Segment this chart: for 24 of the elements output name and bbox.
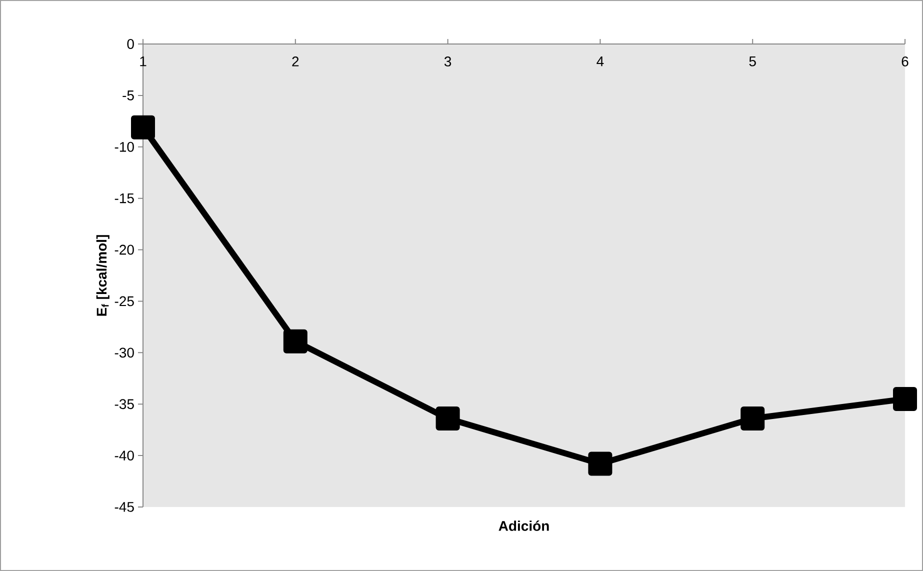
x-tick-label: 1: [140, 56, 146, 66]
x-tick-label: 2: [292, 56, 299, 66]
point: [740, 406, 765, 431]
y-tick-label: -45: [114, 502, 134, 512]
y-tick-label: -25: [114, 296, 134, 306]
y-tick-label: -20: [114, 244, 134, 255]
point: [893, 386, 918, 411]
x-axis-title: Adición: [498, 520, 549, 531]
point: [436, 406, 460, 431]
y-tick-label: 0: [127, 39, 134, 49]
x-tick-label: 5: [749, 56, 756, 66]
y-tick-label: -35: [114, 399, 134, 410]
x-tick-label: 6: [902, 56, 908, 66]
point: [588, 452, 612, 476]
y-tick-label: -10: [114, 142, 134, 152]
point: [131, 115, 155, 140]
y-axis-title: E$_{f}$ [kcal/mol]: [96, 235, 110, 316]
x-tick-label: 3: [444, 56, 452, 66]
y-tick-label: -15: [114, 193, 134, 204]
y-tick-label: -40: [114, 450, 134, 461]
y-tick-label: -30: [114, 348, 134, 358]
point: [283, 329, 308, 354]
x-tick-label: 4: [596, 56, 604, 66]
y-tick-label: -5: [122, 90, 134, 100]
